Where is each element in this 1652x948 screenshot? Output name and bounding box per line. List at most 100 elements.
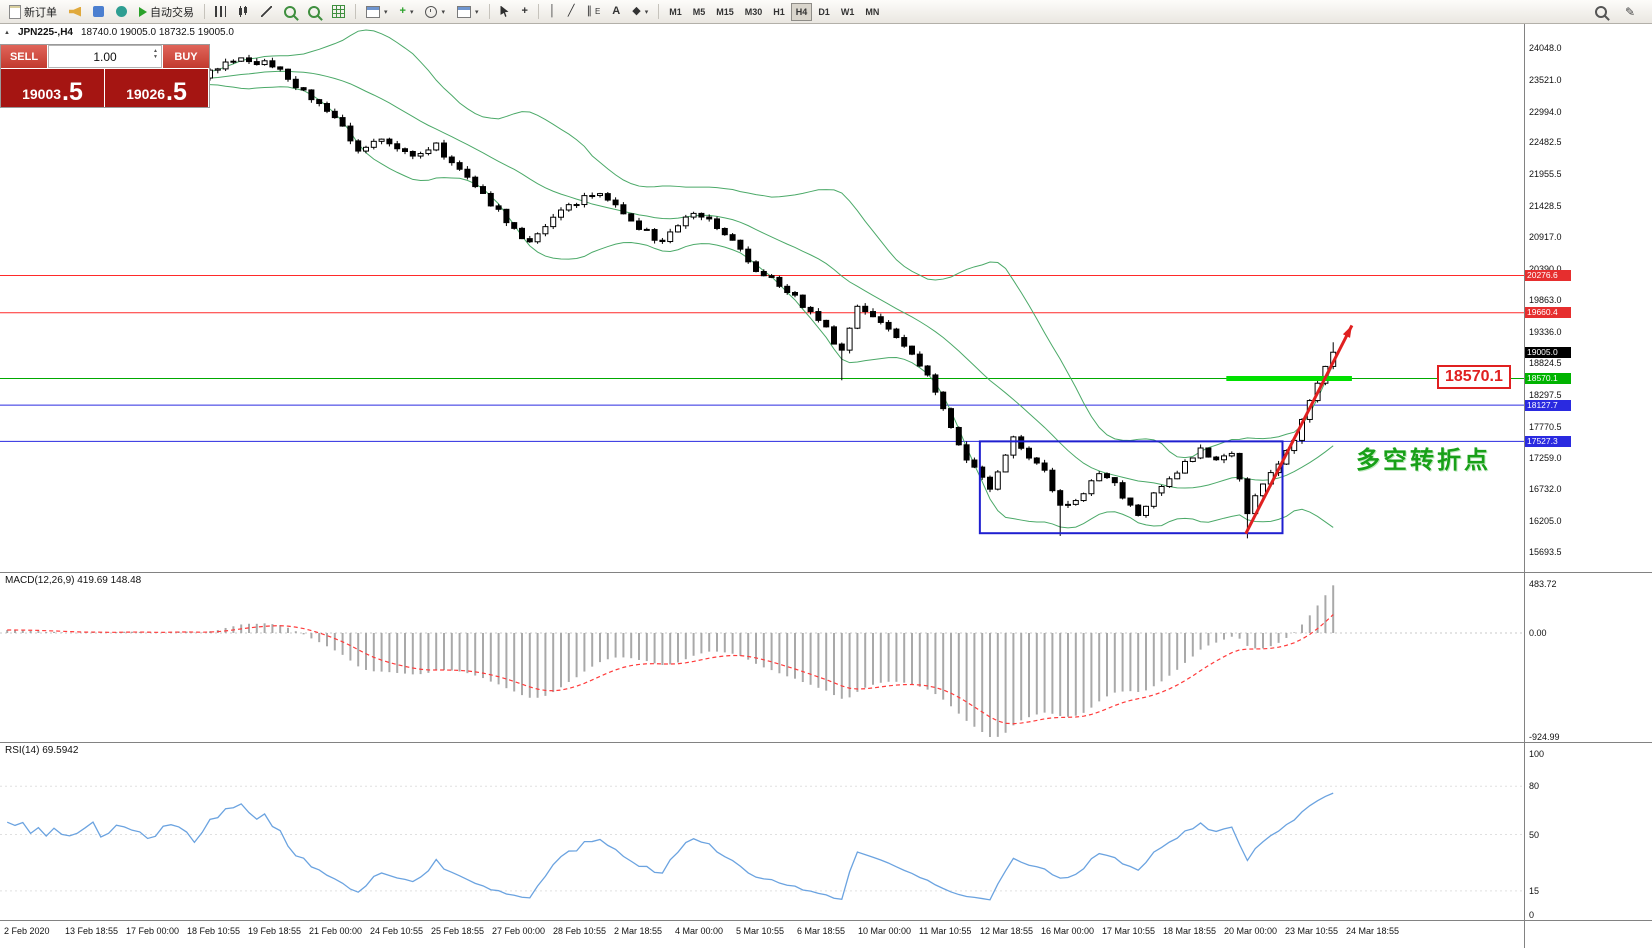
macd-scale-label: -924.99 — [1529, 732, 1560, 742]
new-chart-button[interactable]: ▾ — [361, 2, 393, 22]
templates-button[interactable]: ▾ — [452, 2, 484, 22]
turning-point-annotation: 多空转折点 — [1356, 447, 1491, 474]
text-button[interactable]: A — [607, 2, 625, 22]
sell-button[interactable]: SELL — [1, 45, 47, 68]
toolbar: 新订单 自动交易 ▾ + ▾ ▾ ▾ + │ ╱ ∥ E A ◆ ▾ M1 M5 M15 M… — [0, 0, 1652, 24]
buy-button[interactable]: BUY — [163, 45, 209, 68]
macd-scale-label: 0.00 — [1529, 628, 1547, 638]
panel-splitter[interactable] — [0, 742, 1652, 743]
search-button[interactable] — [1590, 2, 1612, 22]
trade-prices-row: 19003 .5 19026 .5 — [1, 69, 209, 107]
zoom-in-icon — [284, 5, 296, 18]
timeframe-m1-button[interactable]: M1 — [664, 3, 687, 21]
time-axis-label: 5 Mar 10:55 — [736, 926, 785, 936]
window-icon — [366, 5, 380, 18]
cursor-button[interactable] — [495, 2, 515, 22]
price-scale-label: 17770.5 — [1529, 421, 1562, 432]
profiles-button[interactable] — [88, 2, 109, 22]
timeframe-h1-button[interactable]: H1 — [768, 3, 790, 21]
vertical-line-button[interactable]: │ — [544, 2, 561, 22]
chevron-down-icon: ▾ — [474, 8, 479, 16]
rsi-scale-label: 15 — [1529, 885, 1540, 896]
chart-bars-button[interactable] — [210, 2, 231, 22]
time-axis-label: 20 Mar 00:00 — [1224, 926, 1278, 936]
time-axis-label: 17 Feb 00:00 — [126, 926, 180, 936]
timeframe-m30-button[interactable]: M30 — [740, 3, 768, 21]
chart-canvas — [0, 29, 1524, 901]
timeframe-d1-button[interactable]: D1 — [813, 3, 835, 21]
main-price-panel — [0, 29, 1524, 539]
auto-trading-button[interactable]: 自动交易 — [134, 2, 199, 22]
navigator-button[interactable] — [111, 2, 132, 22]
timeframe-h4-button[interactable]: H4 — [790, 2, 813, 21]
price-scale-label: 24048.0 — [1529, 43, 1562, 53]
volume-value: 1.00 — [93, 49, 117, 64]
candlestick-icon — [238, 6, 249, 17]
line-chart-icon — [261, 6, 272, 17]
time-axis-label: 12 Mar 18:55 — [980, 926, 1034, 936]
spinner-up-icon[interactable]: ▲ — [153, 48, 158, 54]
chart-line-button[interactable] — [256, 2, 277, 22]
time-axis-label: 23 Mar 10:55 — [1285, 926, 1339, 936]
price-scale-label: 19863.0 — [1529, 295, 1562, 306]
trendline-button[interactable]: ╱ — [563, 2, 580, 22]
auto-trading-label: 自动交易 — [150, 6, 194, 19]
time-axis-label: 27 Feb 00:00 — [492, 926, 546, 936]
periods-button[interactable]: ▾ — [420, 2, 450, 22]
sell-price-display[interactable]: 19003 .5 — [1, 69, 104, 107]
text-icon: A — [612, 5, 621, 17]
spinner-down-icon[interactable]: ▼ — [153, 54, 158, 60]
chart-candles-button[interactable] — [233, 2, 254, 22]
chart-ohlc-header: ▲ JPN225-,H4 18740.0 19005.0 18732.5 190… — [4, 27, 234, 38]
edit-button[interactable]: ✎ — [1620, 2, 1640, 22]
cursor-icon — [500, 5, 509, 18]
collapse-trade-panel-icon[interactable]: ▲ — [4, 29, 10, 36]
time-axis-label: 16 Mar 00:00 — [1041, 926, 1095, 936]
timeframe-group: M1 M5 M15 M30 H1 H4 D1 W1 MN — [664, 2, 884, 21]
time-axis-label: 6 Mar 18:55 — [797, 926, 846, 936]
consolidation-rectangle — [978, 440, 1284, 535]
new-order-button[interactable]: 新订单 — [4, 2, 62, 22]
indicators-button[interactable]: + ▾ — [395, 2, 419, 22]
price-tag: 19005.0 — [1525, 346, 1571, 358]
macd-header: MACD(12,26,9) 419.69 148.48 — [5, 575, 142, 586]
zoom-in-button[interactable] — [279, 2, 301, 22]
time-axis-label: 4 Mar 00:00 — [675, 926, 724, 936]
channel-button[interactable]: ∥ E — [581, 2, 605, 22]
price-scale-label: 23521.0 — [1529, 74, 1562, 85]
toolbar-separator — [204, 4, 205, 19]
price-scale-label: 20917.0 — [1529, 231, 1562, 242]
price-axis-line — [1524, 24, 1525, 948]
shapes-button[interactable]: ◆ ▾ — [627, 2, 653, 22]
time-axis-label: 25 Feb 18:55 — [431, 926, 485, 936]
volume-input[interactable]: 1.00 ▲ ▼ — [48, 45, 162, 68]
time-axis-label: 21 Feb 00:00 — [309, 926, 363, 936]
time-axis-label: 19 Feb 18:55 — [248, 926, 302, 936]
timeframe-mn-button[interactable]: MN — [860, 3, 884, 21]
trade-buttons-row: SELL 1.00 ▲ ▼ BUY — [1, 45, 209, 68]
new-order-label: 新订单 — [24, 6, 57, 19]
grid-icon — [332, 5, 345, 18]
tile-windows-button[interactable] — [327, 2, 350, 22]
crosshair-button[interactable]: + — [517, 2, 533, 22]
chevron-down-icon: ▾ — [409, 8, 414, 16]
search-icon — [1594, 5, 1607, 18]
buy-price-display[interactable]: 19026 .5 — [105, 69, 208, 107]
time-axis-label: 24 Mar 18:55 — [1346, 926, 1400, 936]
rsi-panel — [0, 785, 1524, 901]
price-tag: 18127.7 — [1525, 399, 1571, 411]
sound-button[interactable] — [64, 2, 86, 22]
panel-splitter[interactable] — [0, 572, 1652, 573]
volume-spinner[interactable]: ▲ ▼ — [153, 48, 158, 60]
shapes-icon: ◆ — [632, 5, 641, 17]
price-callout-label: 18570.1 — [1437, 365, 1511, 389]
zoom-out-button[interactable] — [303, 2, 325, 22]
timeframe-w1-button[interactable]: W1 — [836, 3, 860, 21]
symbol-label: JPN225-,H4 — [17, 27, 73, 38]
time-axis-label: 18 Mar 18:55 — [1163, 926, 1217, 936]
timeframe-m15-button[interactable]: M15 — [711, 3, 739, 21]
price-tag: 18570.1 — [1525, 372, 1571, 384]
profile-icon — [93, 6, 104, 17]
timeframe-m5-button[interactable]: M5 — [688, 3, 711, 21]
buy-price-int: 19026 — [126, 86, 166, 102]
